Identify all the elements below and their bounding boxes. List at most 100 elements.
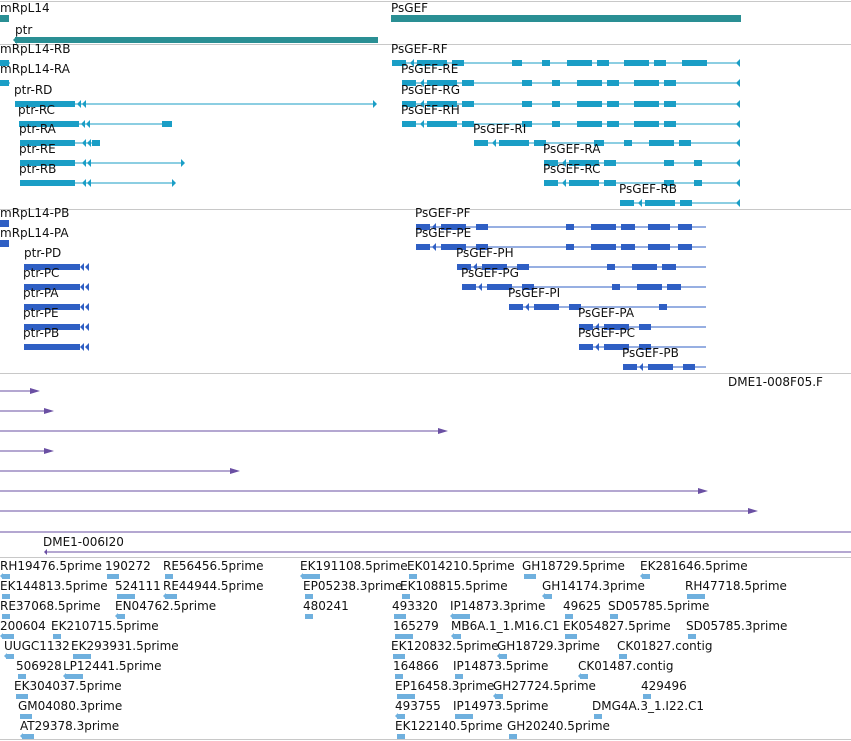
est-label-49625: 49625 — [563, 599, 601, 613]
rna-psgef-re-strand-arrow — [736, 79, 740, 87]
rna-psgef-rf-exon — [682, 60, 707, 66]
cds-psgef-pb-exon — [623, 364, 637, 370]
est-label-ip14873-3prime: IP14873.3prime — [450, 599, 545, 613]
rna-psgef-re-exon — [664, 80, 676, 86]
cds-label-mrpl14-pa: mRpL14-PA — [0, 226, 69, 240]
est-rh19476-5prime-arrow — [0, 573, 3, 579]
rna-label-psgef-rg: PsGEF-RG — [401, 83, 460, 97]
cds-mrpl14-pa-block — [0, 240, 9, 247]
rna-psgef-rc-exon — [694, 180, 702, 186]
est-pair-line-3 — [0, 450, 46, 452]
cds-label-psgef-pa: PsGEF-PA — [578, 306, 635, 320]
est-label-190272: 190272 — [105, 559, 151, 573]
rna-psgef-ri-exon — [594, 140, 604, 146]
est-pair-end-5 — [698, 488, 708, 494]
rna-psgef-ri-exon — [499, 140, 529, 146]
est-ck01827-contig-feature — [619, 654, 627, 659]
est-label-429496: 429496 — [641, 679, 687, 693]
gene-label-mrpl14: mRpL14 — [0, 1, 50, 15]
rna-track-separator — [0, 209, 851, 210]
cds-psgef-pf-exon — [416, 224, 430, 230]
cds-psgef-pg-exon — [522, 284, 534, 290]
cds-ptr-pb-block — [24, 344, 80, 350]
est-dmg4a-3-1-i22-c1-feature — [594, 714, 602, 719]
est-uugc1132-feature — [6, 654, 14, 659]
est-pair-long-line-top — [0, 531, 851, 533]
rna-psgef-rf-exon — [624, 60, 649, 66]
est-label-ip14873-5prime: IP14873.5prime — [453, 659, 548, 673]
est-ip14873-5prime-feature — [455, 674, 463, 679]
est-49625-feature — [565, 614, 573, 619]
est-200604-feature — [2, 634, 14, 639]
est-re37068-5prime-feature — [2, 614, 10, 619]
est-pair-end-3 — [44, 448, 54, 454]
cds-psgef-pf-exon — [621, 224, 635, 230]
rna-ptr-ra-exon — [20, 140, 75, 146]
est-ek304037-5prime-feature — [16, 694, 28, 699]
cds-psgef-pe-exon — [441, 244, 466, 250]
cds-ptr-pe-block — [24, 324, 80, 330]
rna-ptr-rd-chevron — [77, 100, 81, 108]
est-label-uugc1132: UUGC1132 — [4, 639, 70, 653]
rna-psgef-rh-exon — [664, 121, 676, 127]
est-pair-end-1 — [44, 408, 54, 414]
cds-label-ptr-pb: ptr-PB — [23, 326, 59, 340]
rna-psgef-re-intron — [402, 82, 740, 84]
cds-psgef-pi-chevron — [525, 303, 529, 311]
est-re44944-5prime-feature — [165, 594, 177, 599]
cds-label-psgef-pb: PsGEF-PB — [622, 346, 679, 360]
rna-ptr-rc-exon — [19, 121, 79, 127]
cds-psgef-pi-intron — [509, 306, 706, 308]
est-at29378-3prime-feature — [22, 734, 34, 739]
est-ck01487-contig-arrow — [578, 673, 581, 679]
rna-psgef-re-exon — [402, 80, 416, 86]
est-label-gh14174-3prime: GH14174.3prime — [542, 579, 645, 593]
cds-psgef-pi-exon — [659, 304, 667, 310]
cds-psgef-pg-exon — [462, 284, 476, 290]
rna-psgef-rh-exon — [427, 121, 457, 127]
rna-label-psgef-rc: PsGEF-RC — [543, 162, 601, 176]
cds-psgef-pe-exon — [648, 244, 670, 250]
rna-psgef-rg-exon — [664, 101, 676, 107]
est-label-164866: 164866 — [393, 659, 439, 673]
est-label-rh19476-5prime: RH19476.5prime — [0, 559, 102, 573]
est-label-493755: 493755 — [395, 699, 441, 713]
rna-psgef-ra-chevron — [562, 159, 566, 167]
rna-psgef-rg-strand-arrow — [736, 100, 740, 108]
est-mb6a-1-1-m16-c1-feature — [453, 634, 461, 639]
rna-ptr-re-strand-arrow — [181, 159, 185, 167]
est-label-ck01827-contig: CK01827.contig — [617, 639, 712, 653]
cds-psgef-pg-exon — [667, 284, 681, 290]
rna-psgef-rh-strand-arrow — [736, 120, 740, 128]
est-label-506928: 506928 — [16, 659, 62, 673]
rna-mrpl14-ra-exon — [0, 80, 9, 86]
est-ek120832-5prime-feature — [393, 654, 405, 659]
rna-psgef-rh-exon — [552, 121, 560, 127]
est-label-200604: 200604 — [0, 619, 46, 633]
rna-ptr-rb-chevron — [82, 179, 86, 187]
rna-psgef-ri-exon — [649, 140, 674, 146]
cds-track-separator — [0, 373, 851, 374]
rna-ptr-rb-strand-arrow — [172, 179, 176, 187]
est-524111-feature — [117, 594, 135, 599]
rna-psgef-rf-exon — [567, 60, 592, 66]
cds-ptr-pe-chevron — [80, 323, 84, 331]
cds-psgef-pa-exon — [604, 324, 629, 330]
rna-label-ptr-rb: ptr-RB — [19, 162, 56, 176]
cds-psgef-pf-intron — [416, 226, 706, 228]
est-label-165279: 165279 — [393, 619, 439, 633]
rna-ptr-rd-chevron — [82, 100, 86, 108]
rna-psgef-rg-exon — [607, 101, 619, 107]
cds-psgef-ph-exon — [457, 264, 471, 270]
est-pair-line-4 — [0, 470, 232, 472]
rna-ptr-ra-exon — [92, 140, 100, 146]
cds-ptr-pc-block — [24, 284, 80, 290]
gene-label-psgef: PsGEF — [391, 1, 428, 15]
est-label-ep16458-3prime: EP16458.3prime — [395, 679, 494, 693]
cds-psgef-pf-chevron — [432, 223, 436, 231]
est-label-at29378-3prime: AT29378.3prime — [20, 719, 119, 733]
rna-psgef-re-exon — [577, 80, 602, 86]
est-rh47718-5prime-feature — [687, 594, 705, 599]
est-label-lp12441-5prime: LP12441.5prime — [63, 659, 162, 673]
